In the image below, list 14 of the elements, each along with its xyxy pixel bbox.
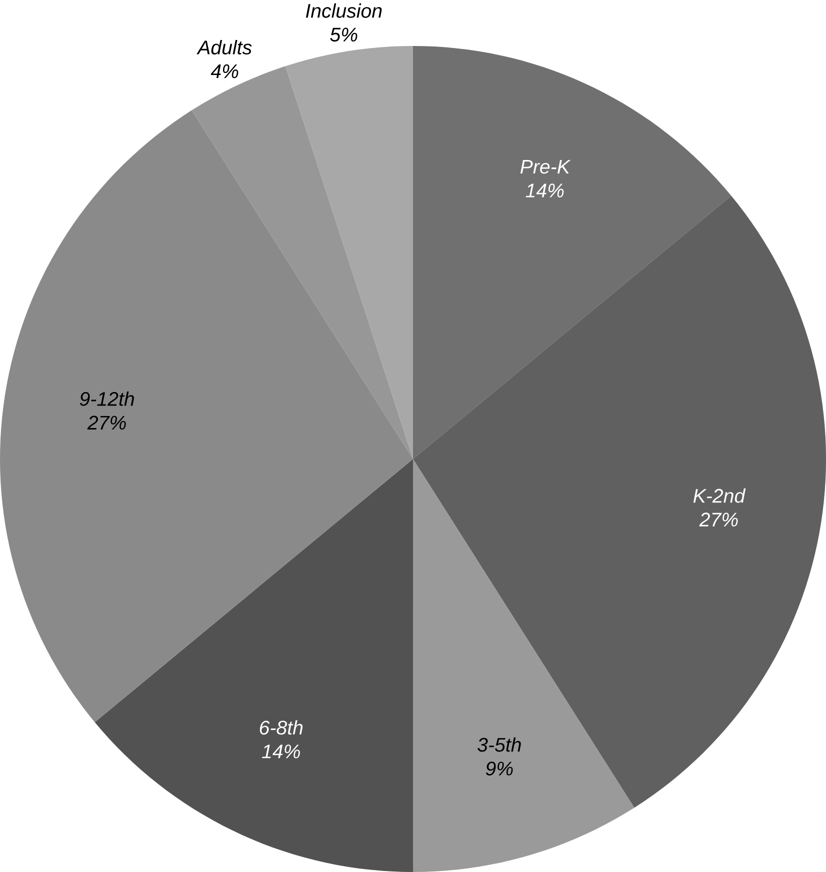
data-label: 4% — [210, 64, 238, 78]
data-label: 9% — [486, 762, 513, 776]
data-label: 27% — [699, 512, 738, 526]
data-label: 27% — [87, 416, 126, 430]
slice-label: K-2nd — [693, 488, 746, 503]
slice-label: 3-5th — [478, 737, 521, 752]
slice-label: 6-8th — [260, 720, 303, 735]
data-label: 14% — [262, 744, 300, 758]
slice-label: 9-12th — [80, 391, 134, 406]
slice-label: Adults — [196, 40, 252, 54]
slice-label: Pre-K — [520, 160, 571, 174]
slice-label: Inclusion — [306, 3, 382, 18]
data-label: 14% — [526, 184, 564, 198]
data-label: 5% — [330, 28, 358, 42]
